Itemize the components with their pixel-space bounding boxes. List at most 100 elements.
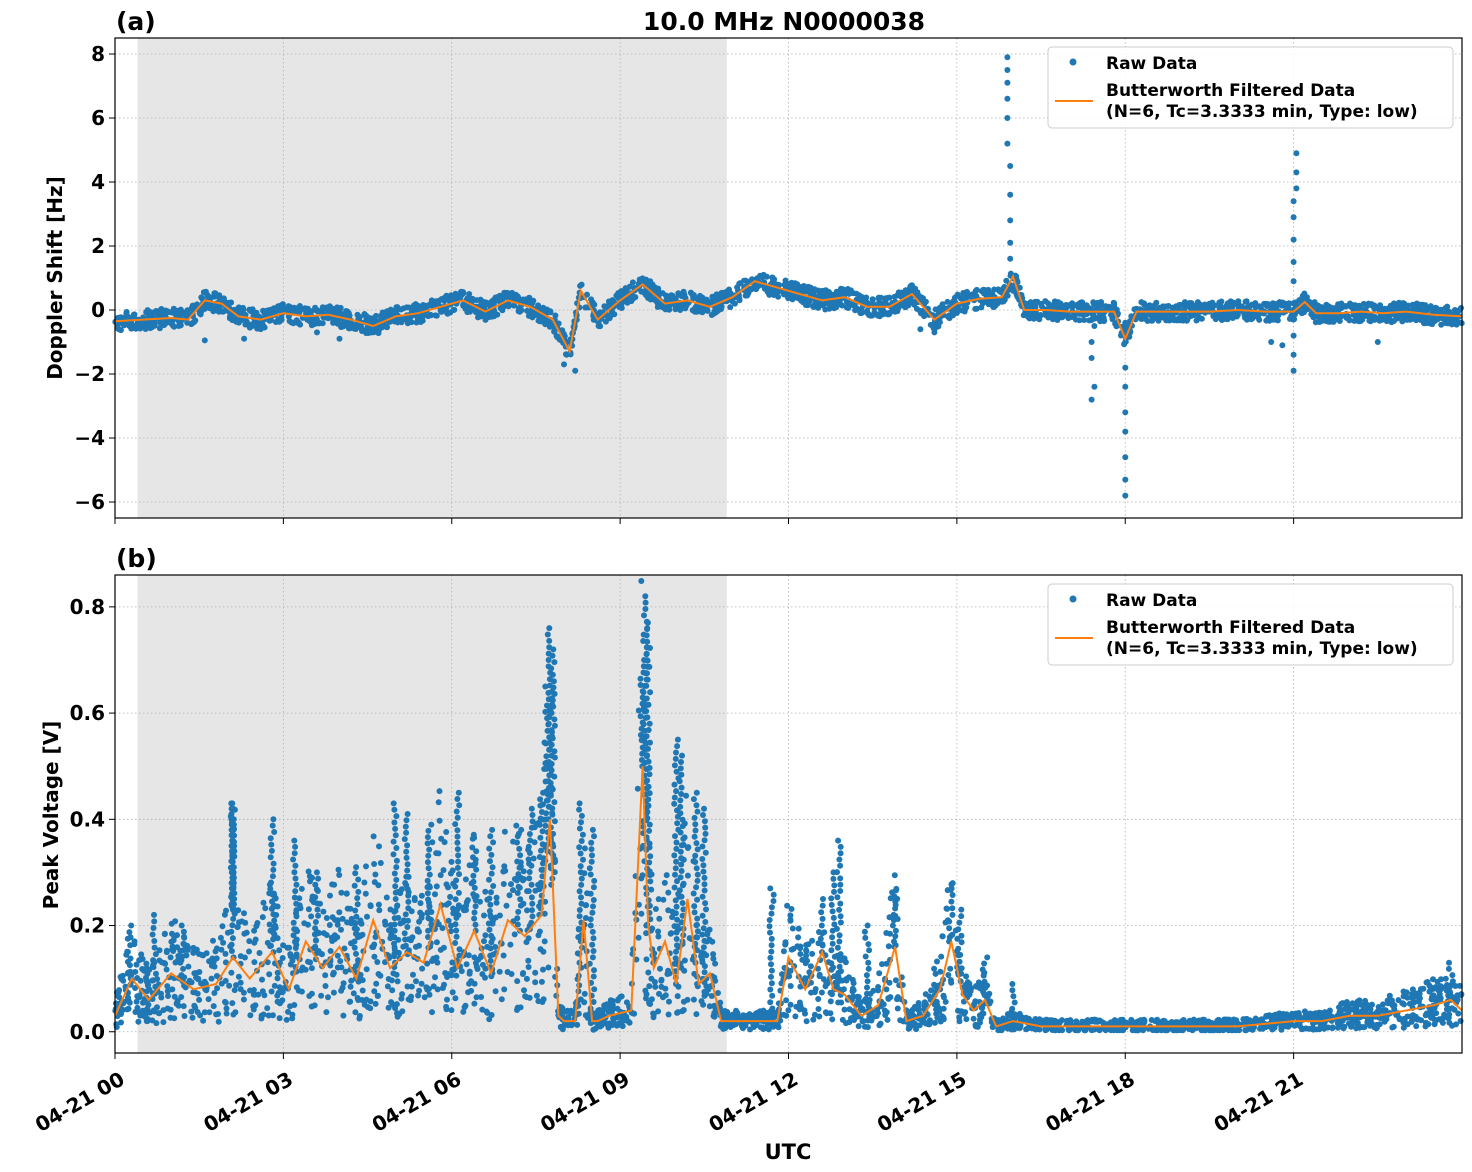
raw-data-point (256, 950, 263, 956)
raw-data-point (916, 1010, 923, 1017)
raw-data-point (342, 318, 349, 325)
raw-data-point (116, 994, 123, 1001)
raw-data-point (761, 1009, 768, 1016)
raw-data-point (815, 1006, 822, 1012)
raw-data-outlier (1290, 236, 1297, 243)
raw-data-point (314, 317, 321, 324)
raw-data-point (846, 1006, 853, 1013)
raw-data-outlier (1004, 67, 1011, 73)
y-tick-label: −4 (74, 426, 105, 450)
raw-data-point (135, 1018, 142, 1025)
raw-data-point (276, 1015, 283, 1022)
raw-data-point (136, 992, 143, 999)
raw-data-point (312, 304, 319, 311)
raw-data-point (951, 294, 958, 301)
raw-data-point (1081, 317, 1088, 323)
raw-data-point (345, 323, 352, 330)
raw-data-point (753, 286, 760, 293)
raw-data-point (164, 988, 171, 995)
raw-data-point (1209, 299, 1216, 306)
raw-data-point (418, 318, 424, 325)
raw-data-point (703, 990, 710, 997)
raw-data-point (410, 971, 416, 978)
raw-data-point (873, 1013, 880, 1020)
raw-data-point (634, 785, 641, 792)
raw-data-point (1330, 318, 1337, 325)
raw-data-point (425, 302, 432, 309)
raw-data-point (210, 1003, 217, 1010)
raw-data-point (271, 982, 278, 989)
raw-data-point (615, 996, 622, 1003)
raw-data-point (715, 990, 721, 996)
raw-data-point (393, 971, 400, 978)
raw-data-point (623, 288, 630, 295)
raw-data-point (706, 1003, 713, 1010)
raw-data-point (416, 918, 423, 925)
raw-data-point (370, 833, 377, 840)
raw-data-point (639, 872, 646, 879)
raw-data-point (1187, 1018, 1194, 1025)
raw-data-point (1238, 304, 1245, 311)
raw-data-point (529, 314, 536, 321)
raw-data-point (345, 310, 352, 317)
raw-data-point (117, 314, 124, 321)
raw-data-point (325, 994, 331, 1001)
raw-data-point (382, 918, 388, 925)
raw-data-point (440, 867, 447, 874)
raw-data-point (804, 300, 811, 307)
raw-data-point (973, 286, 980, 293)
raw-data-point (903, 288, 910, 295)
raw-data-point (759, 1024, 766, 1031)
raw-data-point (835, 999, 842, 1006)
raw-data-point (655, 933, 662, 940)
raw-data-point (223, 299, 230, 306)
raw-data-outlier (1122, 364, 1129, 371)
raw-data-point (398, 995, 405, 1002)
raw-data-point (690, 996, 697, 1003)
raw-data-point (734, 284, 741, 291)
raw-data-point (1389, 1024, 1396, 1031)
raw-data-point (426, 991, 433, 998)
raw-data-point (1036, 1026, 1043, 1033)
raw-data-point (960, 293, 967, 300)
raw-data-point (348, 915, 355, 922)
raw-data-point (1355, 303, 1362, 309)
raw-data-point (886, 979, 893, 986)
raw-data-point (1012, 1024, 1019, 1030)
raw-data-point (444, 996, 450, 1003)
raw-data-point (222, 950, 229, 957)
raw-data-point (506, 892, 513, 899)
raw-data-point (542, 321, 549, 328)
raw-data-point (220, 939, 227, 946)
raw-data-point (1038, 312, 1045, 319)
raw-data-point (533, 992, 540, 999)
raw-data-point (482, 888, 489, 895)
raw-data-point (184, 307, 191, 314)
raw-data-point (623, 999, 630, 1006)
raw-data-point (1442, 320, 1449, 326)
raw-data-outlier (1122, 383, 1129, 390)
raw-data-outlier (1290, 278, 1297, 285)
raw-data-point (276, 984, 283, 991)
raw-data-point (816, 1013, 823, 1020)
raw-data-point (884, 1016, 891, 1023)
raw-data-point (1317, 317, 1324, 324)
raw-data-point (1443, 309, 1450, 316)
raw-data-point (392, 308, 399, 315)
raw-data-point (818, 989, 825, 996)
raw-data-point (1422, 302, 1429, 309)
raw-data-point (357, 917, 364, 924)
raw-data-point (167, 1006, 174, 1013)
raw-data-point (1428, 996, 1435, 1003)
raw-data-point (703, 296, 710, 303)
raw-data-point (798, 288, 805, 295)
raw-data-point (1178, 1019, 1185, 1026)
raw-data-point (1405, 316, 1411, 323)
raw-data-point (666, 998, 672, 1005)
raw-data-point (326, 922, 333, 928)
raw-data-point (155, 1010, 162, 1017)
raw-data-point (411, 897, 418, 904)
raw-data-point (940, 1016, 947, 1023)
raw-data-point (879, 961, 885, 968)
raw-data-point (1381, 315, 1388, 322)
